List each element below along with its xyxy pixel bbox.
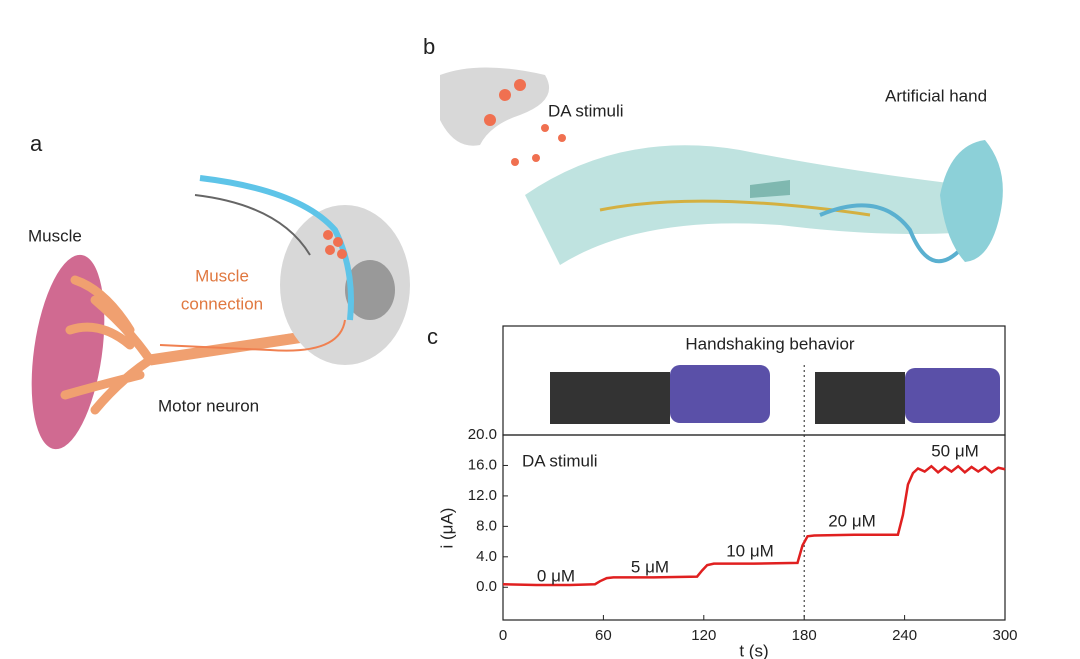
label: DA stimuli — [548, 101, 624, 120]
photo-glove — [670, 365, 770, 423]
y-tick-label: 16.0 — [468, 456, 497, 473]
x-tick-label: 120 — [691, 627, 716, 644]
label: Artificial hand — [885, 86, 987, 105]
label: connection — [181, 294, 263, 313]
label: Muscle — [28, 226, 82, 245]
annotation: 0 μM — [537, 566, 575, 585]
device-illustration — [440, 67, 1003, 265]
plot-frame — [502, 434, 1006, 621]
annotation: 5 μM — [631, 557, 669, 576]
panel-label: b — [423, 34, 435, 59]
y-tick-label: 4.0 — [476, 548, 497, 565]
panel-label: c — [427, 324, 438, 349]
y-tick-label: 0.0 — [476, 578, 497, 595]
photo-robot-hand — [550, 372, 670, 424]
photo-robot-hand — [815, 372, 905, 424]
label: Muscle — [195, 266, 249, 285]
x-tick-label: 180 — [792, 627, 817, 644]
label: Motor neuron — [158, 396, 259, 415]
x-tick-label: 0 — [499, 627, 507, 644]
annotation: 10 μM — [726, 541, 774, 560]
x-tick-label: 300 — [992, 627, 1017, 644]
y-axis-label: i (μA) — [437, 508, 456, 549]
data-line — [502, 464, 1006, 587]
annotation: 50 μM — [931, 441, 979, 460]
photo-glove — [905, 368, 1000, 423]
x-axis-label: t (s) — [739, 641, 768, 659]
inset-title: Handshaking behavior — [685, 334, 855, 353]
x-tick-label: 240 — [892, 627, 917, 644]
muscle-illustration — [31, 175, 410, 450]
y-tick-label: 12.0 — [468, 487, 497, 504]
y-tick-label: 20.0 — [468, 426, 497, 443]
y-tick-label: 8.0 — [476, 517, 497, 534]
x-tick-label: 60 — [595, 627, 612, 644]
panel-label: a — [30, 131, 43, 156]
annotation: DA stimuli — [522, 451, 598, 470]
annotation: 20 μM — [828, 511, 876, 530]
